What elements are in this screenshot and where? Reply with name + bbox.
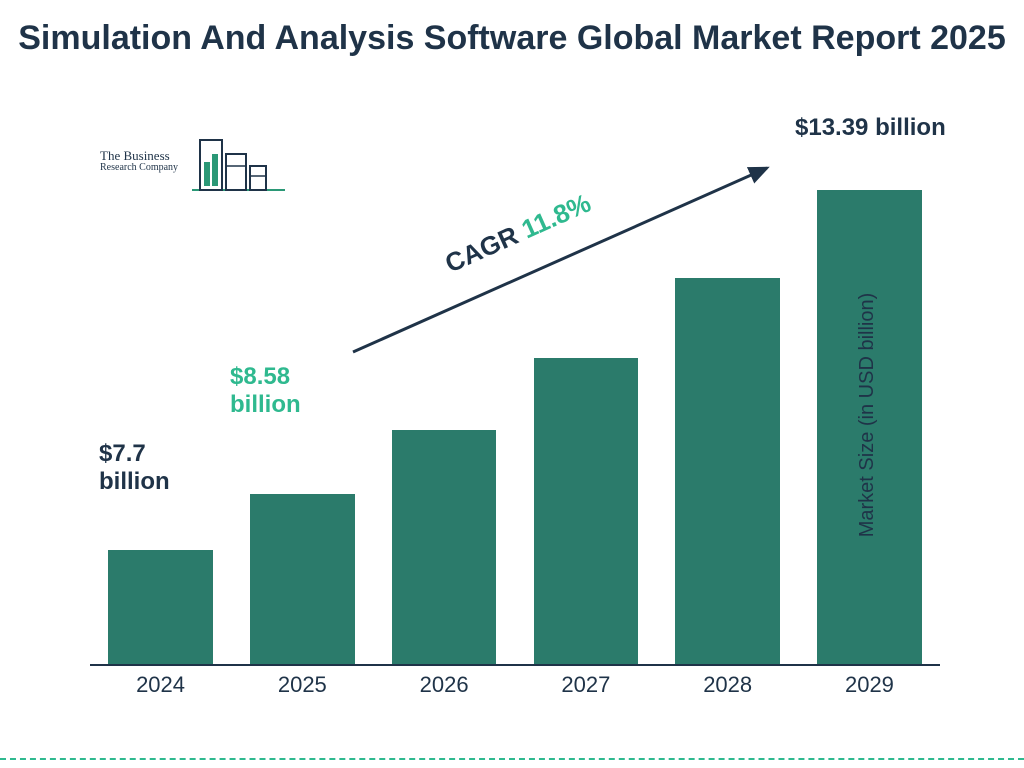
bar-slot xyxy=(232,494,373,664)
bottom-dashed-divider xyxy=(0,758,1024,760)
page-title: Simulation And Analysis Software Global … xyxy=(0,18,1024,59)
x-label: 2029 xyxy=(799,672,940,702)
bar-2026 xyxy=(392,430,496,664)
x-label: 2026 xyxy=(374,672,515,702)
chart-page: Simulation And Analysis Software Global … xyxy=(0,0,1024,768)
bar-2025 xyxy=(250,494,354,664)
x-axis-labels: 2024 2025 2026 2027 2028 2029 xyxy=(90,672,940,702)
bar-2028 xyxy=(675,278,779,664)
x-label: 2024 xyxy=(90,672,231,702)
value-label-2029: $13.39 billion xyxy=(795,114,975,142)
x-axis xyxy=(90,664,940,666)
y-axis-label: Market Size (in USD billion) xyxy=(856,293,879,538)
bar-2024 xyxy=(108,550,212,664)
x-label: 2028 xyxy=(657,672,798,702)
bar-slot xyxy=(657,278,798,664)
x-label: 2025 xyxy=(232,672,373,702)
bar-slot xyxy=(90,550,231,664)
bar-slot xyxy=(515,358,656,664)
bar-2027 xyxy=(534,358,638,664)
value-label-2024: $7.7 billion xyxy=(99,440,219,495)
value-label-2025: $8.58 billion xyxy=(230,363,350,418)
x-label: 2027 xyxy=(515,672,656,702)
bar-slot xyxy=(374,430,515,664)
